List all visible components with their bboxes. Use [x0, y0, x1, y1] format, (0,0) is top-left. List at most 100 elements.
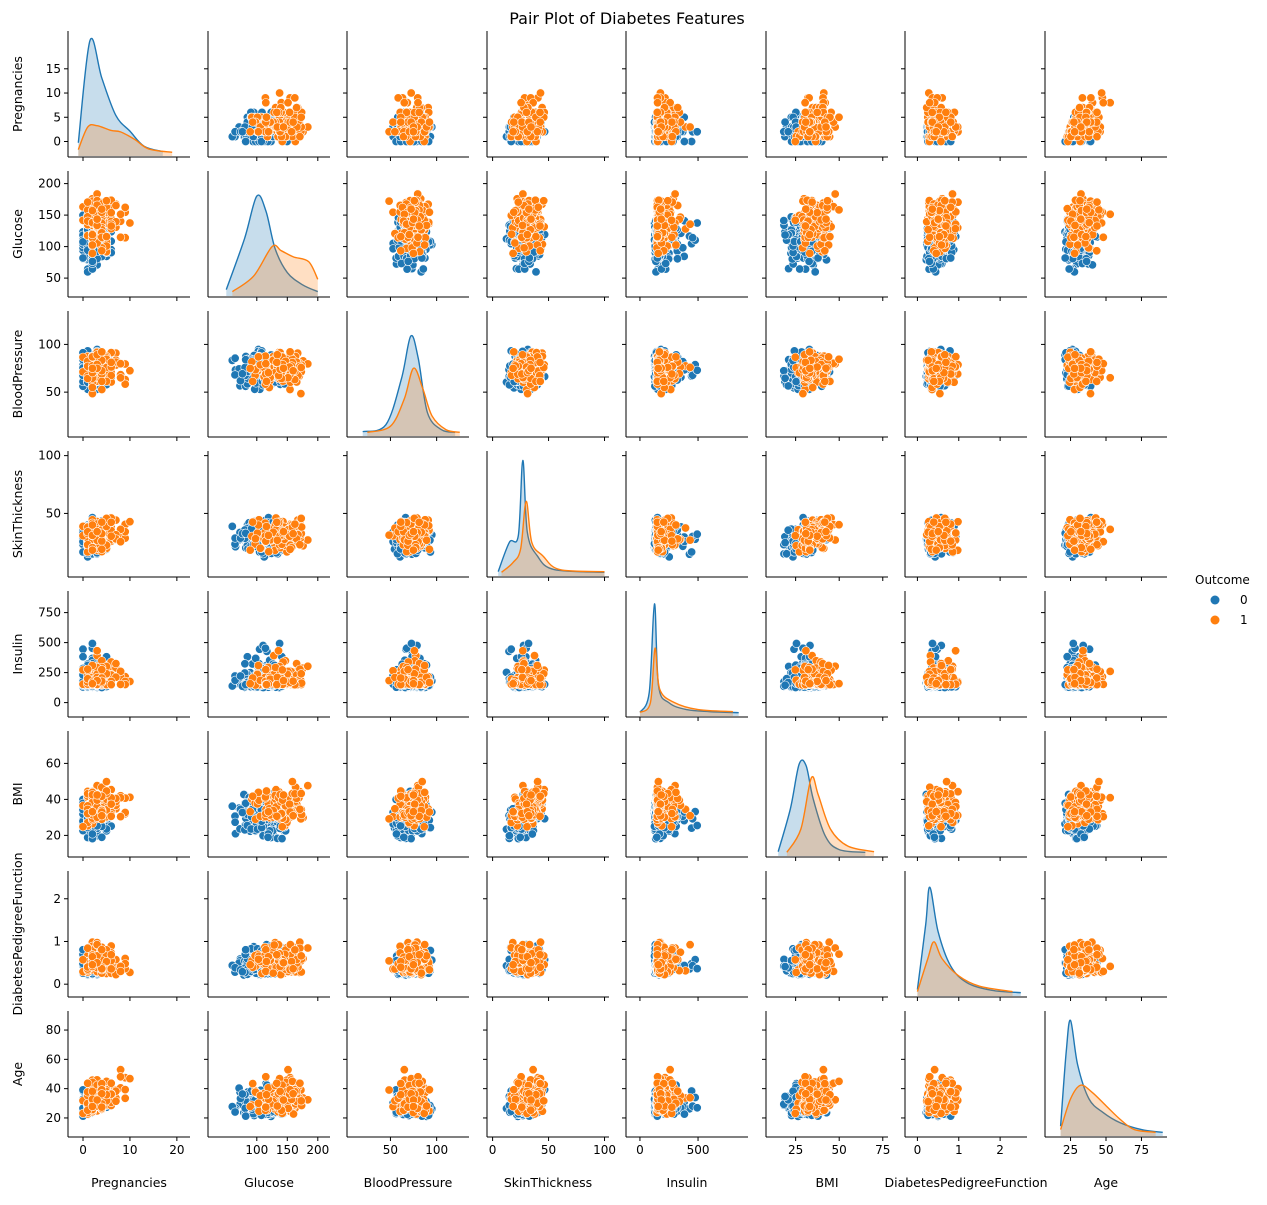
- point-outcome-1: [409, 249, 417, 257]
- point-outcome-1: [668, 132, 676, 140]
- point-outcome-1: [88, 249, 96, 257]
- point-outcome-1: [536, 118, 544, 126]
- point-outcome-1: [112, 201, 120, 209]
- point-outcome-1: [835, 113, 843, 121]
- point-outcome-1: [296, 132, 304, 140]
- point-outcome-1: [425, 208, 433, 216]
- point-outcome-1: [254, 128, 262, 136]
- point-outcome-0: [780, 216, 788, 224]
- point-outcome-1: [414, 233, 422, 241]
- point-outcome-1: [397, 247, 405, 255]
- point-outcome-1: [527, 123, 535, 131]
- point-outcome-1: [523, 230, 531, 238]
- point-outcome-1: [667, 216, 675, 224]
- point-outcome-1: [116, 210, 124, 218]
- y-tick-label: 50: [46, 271, 61, 285]
- point-outcome-1: [686, 123, 694, 131]
- point-outcome-1: [410, 197, 418, 205]
- point-outcome-1: [517, 99, 525, 107]
- point-outcome-1: [88, 230, 96, 238]
- point-outcome-1: [519, 190, 527, 198]
- point-outcome-1: [653, 108, 661, 116]
- y-tick-label: 0: [53, 134, 61, 148]
- point-outcome-1: [102, 232, 110, 240]
- panel-Pregnancies-vs-SkinThickness: [483, 31, 609, 161]
- point-outcome-0: [811, 268, 819, 276]
- point-outcome-1: [420, 241, 428, 249]
- point-outcome-1: [509, 128, 517, 136]
- point-outcome-0: [805, 257, 813, 265]
- point-outcome-1: [932, 128, 940, 136]
- point-outcome-1: [273, 108, 281, 116]
- point-outcome-1: [1093, 108, 1101, 116]
- panel-Pregnancies-vs-Age: [1041, 31, 1167, 161]
- point-outcome-1: [98, 205, 106, 213]
- point-outcome-1: [246, 128, 254, 136]
- point-outcome-1: [249, 118, 257, 126]
- point-outcome-1: [84, 198, 92, 206]
- point-outcome-1: [674, 103, 682, 111]
- point-outcome-1: [400, 99, 408, 107]
- point-outcome-1: [522, 108, 530, 116]
- point-outcome-1: [264, 128, 272, 136]
- point-outcome-1: [1087, 94, 1095, 102]
- point-outcome-1: [653, 99, 661, 107]
- point-outcome-1: [813, 108, 821, 116]
- panel-grid: 0510155010015020050100501000250500750204…: [10, 31, 1167, 1190]
- point-outcome-1: [279, 123, 287, 131]
- point-outcome-1: [422, 221, 430, 229]
- point-outcome-1: [425, 118, 433, 126]
- point-outcome-1: [926, 99, 934, 107]
- panel-Glucose-vs-Insulin: [622, 171, 748, 301]
- point-outcome-0: [662, 259, 670, 267]
- point-outcome-1: [510, 118, 518, 126]
- point-outcome-1: [409, 215, 417, 223]
- panel-Pregnancies-vs-DiabetesPedigreeFunction: [901, 31, 1027, 161]
- point-outcome-0: [238, 128, 246, 136]
- point-outcome-1: [654, 128, 662, 136]
- point-outcome-1: [686, 220, 694, 228]
- point-outcome-1: [536, 247, 544, 255]
- point-outcome-1: [385, 197, 393, 205]
- point-outcome-1: [98, 247, 106, 255]
- point-outcome-1: [102, 197, 110, 205]
- point-outcome-1: [1078, 94, 1086, 102]
- point-outcome-0: [796, 265, 804, 273]
- point-outcome-1: [507, 230, 515, 238]
- point-outcome-1: [407, 89, 415, 97]
- point-outcome-0: [88, 257, 96, 265]
- panel-Glucose-vs-BloodPressure: [343, 171, 469, 301]
- point-outcome-1: [948, 132, 956, 140]
- point-outcome-1: [514, 198, 522, 206]
- point-outcome-1: [801, 99, 809, 107]
- point-outcome-1: [668, 233, 676, 241]
- point-outcome-1: [664, 197, 672, 205]
- point-outcome-1: [415, 222, 423, 230]
- point-outcome-1: [1093, 132, 1101, 140]
- point-outcome-1: [657, 215, 665, 223]
- point-outcome-0: [673, 255, 681, 263]
- point-outcome-1: [947, 118, 955, 126]
- point-outcome-0: [242, 137, 250, 145]
- point-outcome-0: [688, 234, 696, 242]
- panel-Pregnancies-vs-BloodPressure: [343, 31, 469, 161]
- point-outcome-1: [1070, 128, 1078, 136]
- point-outcome-0: [693, 128, 701, 136]
- point-outcome-1: [289, 118, 297, 126]
- point-outcome-1: [405, 230, 413, 238]
- point-outcome-1: [806, 128, 814, 136]
- point-outcome-1: [397, 232, 405, 240]
- point-outcome-1: [532, 232, 540, 240]
- point-outcome-1: [107, 209, 115, 217]
- point-outcome-1: [672, 241, 680, 249]
- point-outcome-0: [781, 118, 789, 126]
- point-outcome-1: [822, 123, 830, 131]
- point-outcome-1: [527, 215, 535, 223]
- y-tick-label: 10: [46, 86, 61, 100]
- point-outcome-1: [802, 118, 810, 126]
- point-outcome-1: [407, 205, 415, 213]
- panel-Glucose-vs-SkinThickness: [483, 171, 609, 301]
- point-outcome-0: [781, 231, 789, 239]
